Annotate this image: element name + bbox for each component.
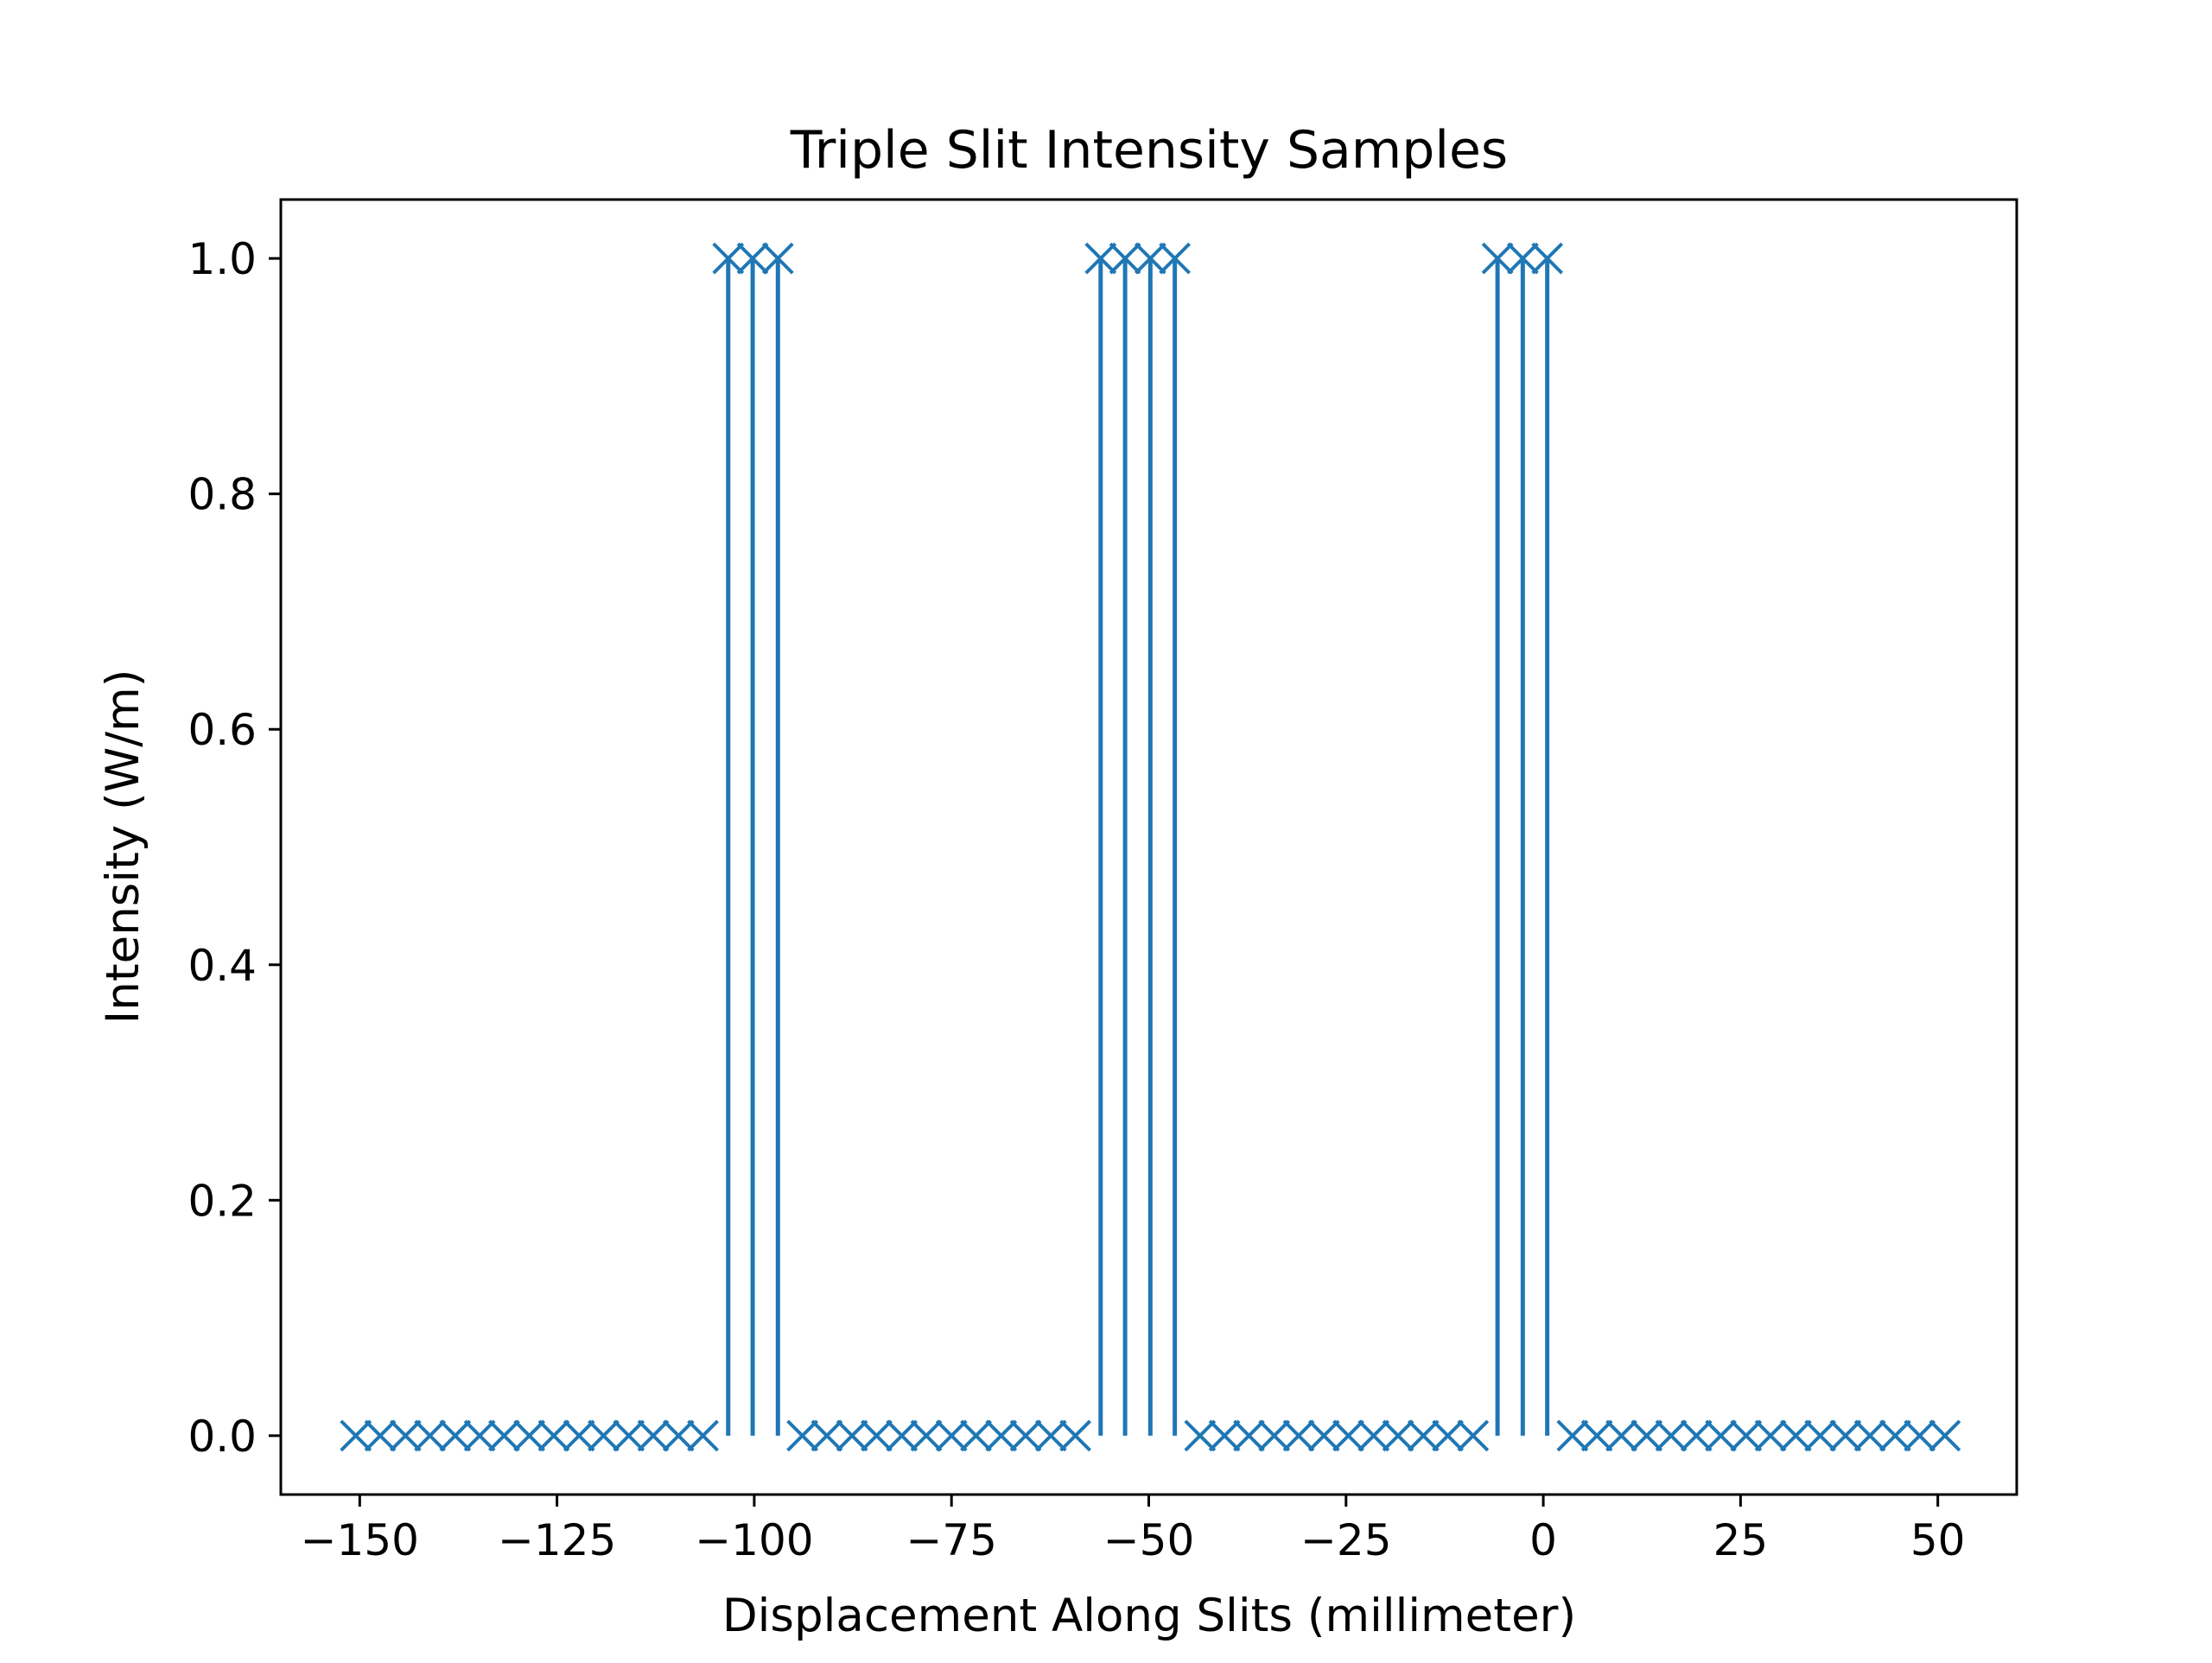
y-tick-label: 0.8: [188, 470, 257, 520]
x-tick-label: 25: [1713, 1515, 1769, 1565]
sample-marker: [537, 1419, 570, 1452]
sample-marker: [1109, 242, 1141, 275]
sample-marker: [662, 1419, 695, 1452]
y-tick-label: 0.6: [188, 705, 257, 755]
sample-marker: [687, 1419, 719, 1452]
sample-marker: [1407, 1419, 1440, 1452]
sample-marker: [1929, 1419, 1961, 1452]
x-tick-label: 50: [1910, 1515, 1966, 1565]
sample-marker: [1009, 1419, 1042, 1452]
sample-marker: [1853, 1419, 1886, 1452]
sample-marker: [1580, 1419, 1613, 1452]
sample-marker: [1779, 1419, 1812, 1452]
x-tick-label: −25: [1300, 1515, 1392, 1565]
sample-marker: [761, 242, 794, 275]
sample-marker: [1357, 1419, 1390, 1452]
chart-title: Triple Slit Intensity Samples: [790, 120, 1508, 181]
sample-marker: [985, 1419, 1018, 1452]
ticks-layer: −150 −125 −100 −75 −50 −25 0 25 50 0.0 0.2 0.4 0.6 0.…: [188, 234, 1965, 1565]
sample-marker: [1878, 1419, 1911, 1452]
sample-marker: [1084, 242, 1117, 275]
sample-marker: [910, 1419, 943, 1452]
y-tick-label: 0.4: [188, 941, 257, 991]
stems-layer: [726, 258, 1550, 1436]
y-tick-label: 0.0: [188, 1412, 257, 1462]
sample-marker: [1605, 1419, 1637, 1452]
sample-marker: [960, 1419, 992, 1452]
y-tick-label: 1.0: [188, 234, 257, 284]
sample-marker: [810, 1419, 843, 1452]
sample-marker: [1059, 1419, 1091, 1452]
sample-marker: [861, 1419, 893, 1452]
sample-marker: [1332, 1419, 1364, 1452]
plot-frame: [279, 198, 2018, 1496]
x-tick-label: −125: [498, 1515, 616, 1565]
sample-marker: [364, 1419, 397, 1452]
sample-marker: [712, 242, 745, 275]
x-tick-label: −150: [301, 1515, 419, 1565]
markers-layer: [340, 242, 1961, 1452]
sample-marker: [1457, 1419, 1490, 1452]
sample-marker: [1208, 1419, 1241, 1452]
sample-marker: [1184, 1419, 1217, 1452]
sample-marker: [1730, 1419, 1763, 1452]
sample-marker: [1233, 1419, 1265, 1452]
sample-marker: [1481, 242, 1514, 275]
sample-marker: [463, 1419, 496, 1452]
sample-marker: [1531, 242, 1564, 275]
sample-marker: [1506, 242, 1539, 275]
sample-marker: [439, 1419, 472, 1452]
sample-marker: [1705, 1419, 1737, 1452]
sample-marker: [1432, 1419, 1465, 1452]
sample-marker: [637, 1419, 670, 1452]
sample-marker: [1680, 1419, 1713, 1452]
sample-marker: [1556, 1419, 1589, 1452]
sample-marker: [488, 1419, 520, 1452]
sample-marker: [389, 1419, 422, 1452]
sample-marker: [1159, 242, 1192, 275]
sample-marker: [1804, 1419, 1837, 1452]
sample-marker: [1655, 1419, 1688, 1452]
sample-marker: [1829, 1419, 1862, 1452]
sample-marker: [1034, 1419, 1067, 1452]
sample-marker: [836, 1419, 868, 1452]
sample-marker: [1754, 1419, 1787, 1452]
sample-marker: [1904, 1419, 1936, 1452]
sample-marker: [1630, 1419, 1663, 1452]
sample-marker: [1382, 1419, 1414, 1452]
sample-marker: [1307, 1419, 1340, 1452]
sample-marker: [613, 1419, 645, 1452]
sample-marker: [513, 1419, 546, 1452]
sample-marker: [1282, 1419, 1315, 1452]
y-axis-label: Intensity (W/m): [97, 670, 149, 1025]
x-tick-label: −75: [906, 1515, 997, 1565]
x-tick-label: −50: [1103, 1515, 1195, 1565]
sample-marker: [935, 1419, 968, 1452]
sample-marker: [414, 1419, 447, 1452]
sample-marker: [786, 1419, 819, 1452]
sample-marker: [886, 1419, 918, 1452]
x-tick-label: −100: [695, 1515, 813, 1565]
x-axis-label: Displacement Along Slits (millimeter): [722, 1590, 1576, 1642]
sample-marker: [340, 1419, 372, 1452]
x-tick-label: 0: [1529, 1515, 1557, 1565]
y-tick-label: 0.2: [188, 1176, 257, 1226]
sample-marker: [1134, 242, 1166, 275]
sample-marker: [588, 1419, 620, 1452]
sample-marker: [563, 1419, 595, 1452]
sample-marker: [1258, 1419, 1291, 1452]
sample-marker: [736, 242, 769, 275]
